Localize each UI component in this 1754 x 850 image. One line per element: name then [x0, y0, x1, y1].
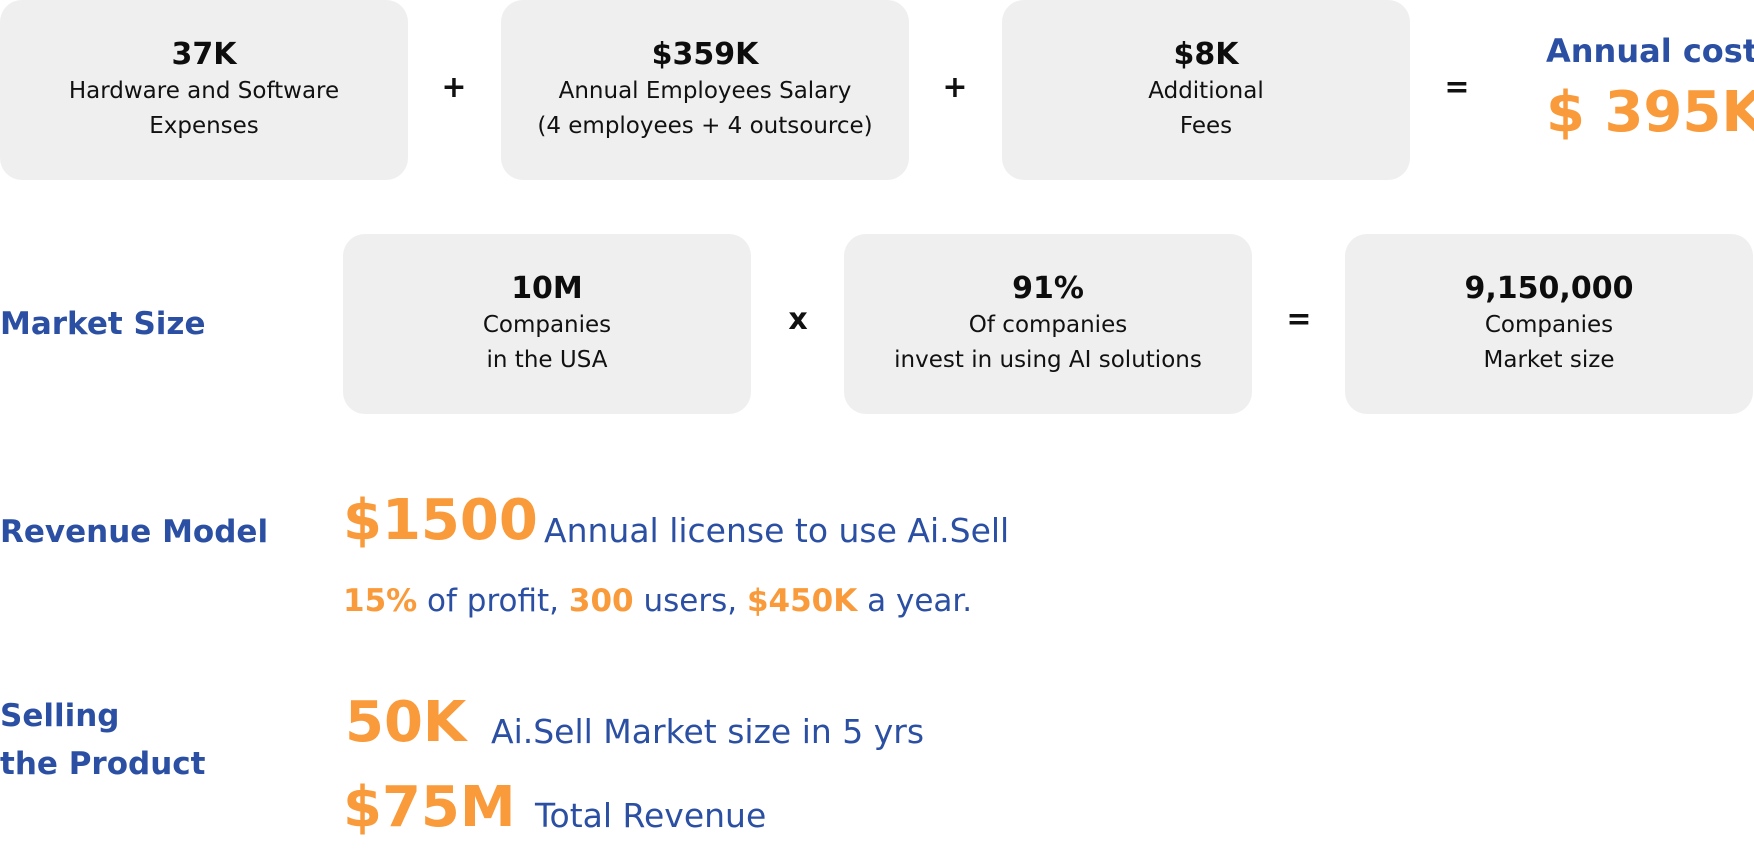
revenue-price: $1500: [343, 488, 538, 553]
market-card-result: 9,150,000 Companies Market size: [1345, 234, 1753, 414]
market-card-companies: 10M Companies in the USA: [343, 234, 751, 414]
selling-stat1-desc: Ai.Sell Market size in 5 yrs: [491, 712, 925, 751]
revenue-model-label: Revenue Model: [0, 514, 269, 550]
market-percent-desc: Of companies invest in using AI solution…: [894, 312, 1202, 373]
revenue-text-1: of profit,: [417, 583, 569, 619]
equals-operator-market: =: [1286, 302, 1312, 337]
annual-cost-value: $ 395K: [1546, 80, 1754, 145]
market-companies-desc: Companies in the USA: [482, 312, 612, 373]
selling-stat1-value: 50K: [345, 690, 467, 755]
market-percent-value: 91%: [1012, 271, 1084, 306]
selling-stat2-desc: Total Revenue: [535, 796, 767, 835]
market-result-desc: Companies Market size: [1483, 312, 1615, 373]
plus-operator-1: +: [441, 70, 467, 105]
multiply-operator: x: [788, 302, 808, 337]
revenue-profit-pct: 15%: [343, 583, 418, 619]
market-card-percent: 91% Of companies invest in using AI solu…: [844, 234, 1252, 414]
cost-hardware-desc: Hardware and Software Expenses: [68, 78, 340, 139]
annual-cost-title: Annual cost: [1546, 32, 1754, 70]
market-companies-value: 10M: [511, 271, 583, 306]
selling-stat2-value: $75M: [343, 775, 516, 840]
cost-card-fees: $8K Additional Fees: [1002, 0, 1410, 180]
cost-fees-desc: Additional Fees: [1148, 78, 1264, 139]
revenue-text-3: a year.: [857, 583, 973, 619]
market-size-label: Market Size: [0, 306, 206, 342]
cost-hardware-value: 37K: [171, 37, 237, 72]
revenue-price-desc: Annual license to use Ai.Sell: [544, 511, 1010, 550]
cost-salary-value: $359K: [651, 37, 759, 72]
revenue-text-2: users,: [633, 583, 747, 619]
equals-operator-cost: =: [1444, 70, 1470, 105]
market-result-value: 9,150,000: [1464, 271, 1634, 306]
revenue-yearly-amount: $450K: [746, 583, 858, 619]
cost-card-hardware: 37K Hardware and Software Expenses: [0, 0, 408, 180]
cost-fees-value: $8K: [1173, 37, 1239, 72]
revenue-details-line: 15% of profit, 300 users, $450K a year.: [343, 583, 972, 619]
plus-operator-2: +: [942, 70, 968, 105]
cost-card-salary: $359K Annual Employees Salary (4 employe…: [501, 0, 909, 180]
revenue-users-count: 300: [568, 583, 634, 619]
cost-salary-desc: Annual Employees Salary (4 employees + 4…: [537, 78, 873, 139]
selling-product-label: Selling the Product: [0, 698, 206, 782]
